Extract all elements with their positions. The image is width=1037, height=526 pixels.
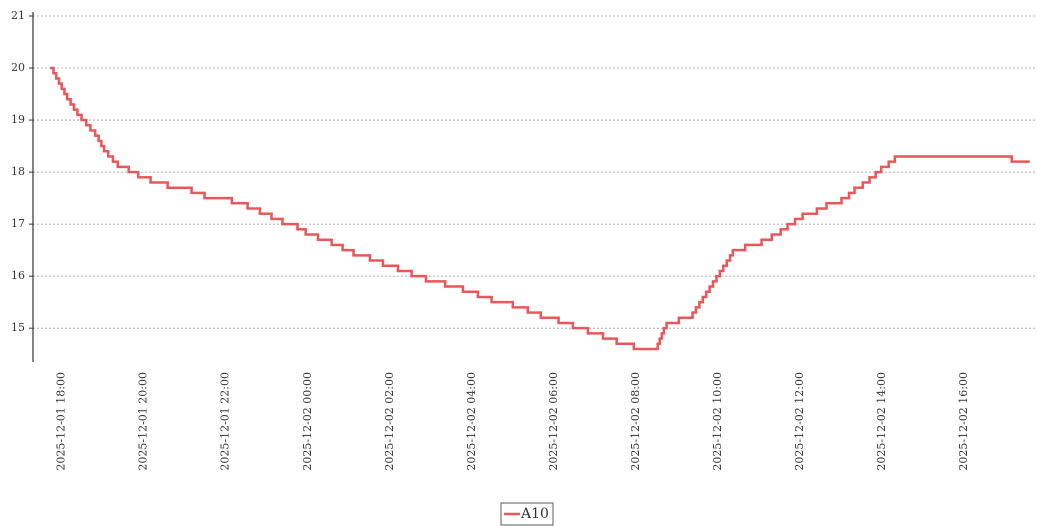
legend-box <box>500 502 554 526</box>
x-tick-label: 2025-12-02 16:00 <box>957 372 970 471</box>
y-tick-label: 17 <box>11 217 25 230</box>
x-tick-label: 2025-12-02 08:00 <box>629 372 642 471</box>
grid <box>33 15 1037 329</box>
x-tick-label: 2025-12-01 22:00 <box>219 372 232 471</box>
y-tick-label: 18 <box>11 165 25 178</box>
x-tick-label: 2025-12-02 14:00 <box>875 372 888 471</box>
x-tick-label: 2025-12-01 18:00 <box>55 372 68 471</box>
y-tick-label: 19 <box>11 113 25 126</box>
y-tick-label: 15 <box>11 321 25 334</box>
x-tick-label: 2025-12-02 06:00 <box>547 372 560 471</box>
y-tick-label: 21 <box>11 9 25 22</box>
x-tick-label: 2025-12-02 00:00 <box>301 372 314 471</box>
x-tick-label: 2025-12-02 12:00 <box>793 372 806 471</box>
y-tick-label: 16 <box>11 269 25 282</box>
x-tick-label: 2025-12-02 10:00 <box>711 372 724 471</box>
legend: A10 <box>500 502 554 526</box>
plot <box>50 66 1030 351</box>
x-tick-label: 2025-12-02 04:00 <box>465 372 478 471</box>
x-tick-label: 2025-12-02 02:00 <box>383 372 396 471</box>
x-tick-label: 2025-12-01 20:00 <box>137 372 150 471</box>
legend-label: A10 <box>520 506 549 522</box>
y-tick-label: 20 <box>11 61 25 74</box>
